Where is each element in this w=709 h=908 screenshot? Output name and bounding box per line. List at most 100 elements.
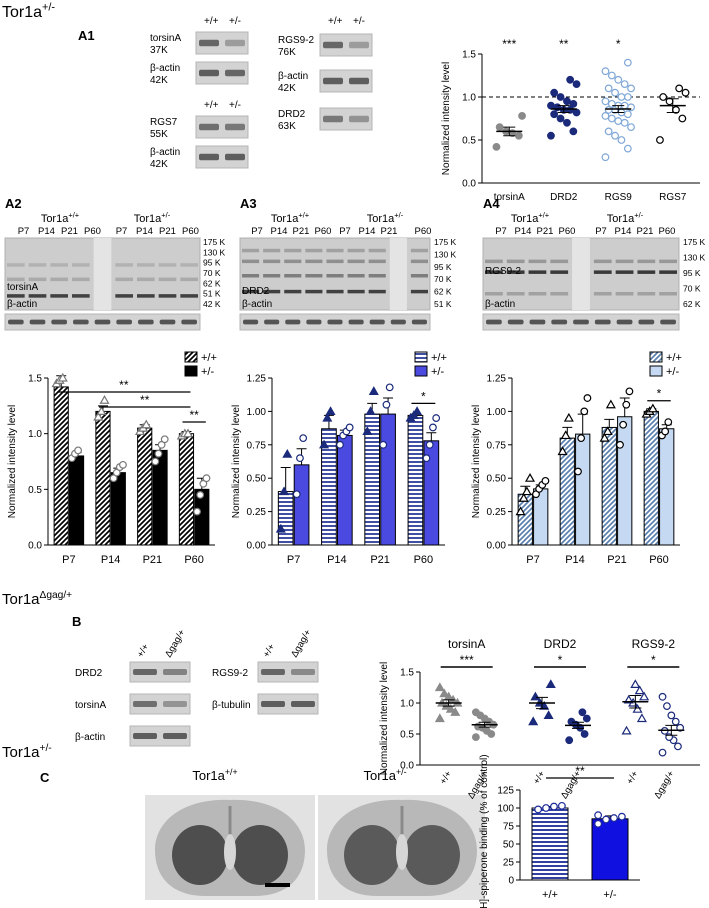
band bbox=[158, 277, 177, 282]
band bbox=[284, 289, 302, 294]
figure-title-text: Tor1a bbox=[2, 4, 42, 21]
data-point bbox=[605, 399, 616, 409]
blot bbox=[195, 145, 249, 169]
section-title-sup: +/- bbox=[40, 743, 52, 754]
data-point bbox=[385, 383, 394, 392]
data-point bbox=[379, 440, 388, 449]
striatum bbox=[172, 825, 228, 885]
band bbox=[659, 270, 677, 274]
marker-lane bbox=[389, 238, 407, 310]
panel-label: A2 bbox=[5, 196, 22, 211]
band bbox=[368, 274, 386, 278]
data-point bbox=[622, 400, 631, 409]
band bbox=[28, 263, 47, 267]
age-label: P60 bbox=[415, 226, 432, 237]
band bbox=[28, 294, 47, 298]
band bbox=[199, 39, 219, 47]
data-point bbox=[569, 99, 578, 108]
data-point bbox=[577, 434, 586, 443]
data-point bbox=[160, 435, 169, 444]
blot bbox=[195, 115, 249, 139]
band bbox=[323, 77, 343, 85]
data-point bbox=[621, 725, 632, 735]
bar bbox=[178, 433, 195, 546]
data-point bbox=[658, 748, 667, 757]
data-point bbox=[99, 395, 110, 404]
y-axis-label: Normalized intensity level bbox=[441, 62, 452, 175]
band bbox=[137, 277, 155, 282]
band bbox=[306, 319, 322, 325]
lane-header: +/- bbox=[353, 16, 365, 27]
genotype-header-sup: +/+ bbox=[68, 211, 79, 220]
sem-bar bbox=[478, 721, 491, 728]
band bbox=[94, 319, 111, 325]
y-axis-label: [3H]-spiperone binding (% of control) bbox=[478, 754, 490, 908]
bar bbox=[336, 434, 353, 546]
data-point bbox=[671, 717, 680, 726]
data-point bbox=[634, 685, 645, 695]
band bbox=[72, 277, 90, 282]
blot-size: 63K bbox=[278, 121, 296, 132]
data-point bbox=[434, 713, 445, 723]
data-point bbox=[614, 117, 623, 125]
image-title-sup: +/+ bbox=[225, 767, 238, 777]
band bbox=[242, 248, 260, 253]
y-tick-label: 0.5 bbox=[462, 136, 476, 147]
data-point bbox=[534, 805, 543, 814]
blot-label: β-actin bbox=[242, 299, 272, 310]
data-point bbox=[422, 454, 431, 463]
band bbox=[242, 274, 260, 278]
panel-label: A4 bbox=[483, 196, 500, 211]
data-point bbox=[623, 144, 632, 153]
significance: * bbox=[657, 387, 662, 401]
x-tick-label: P60 bbox=[649, 554, 669, 566]
blot-size: 37K bbox=[150, 45, 168, 56]
band bbox=[28, 277, 47, 282]
panel-label: C bbox=[40, 770, 50, 785]
data-point bbox=[492, 142, 501, 151]
section-title: Tor1a+/- bbox=[2, 743, 52, 761]
data-point bbox=[362, 426, 373, 436]
band bbox=[368, 259, 386, 264]
band bbox=[326, 259, 344, 264]
legend-label: +/- bbox=[201, 366, 214, 378]
blot-size: 42K bbox=[150, 159, 168, 170]
band bbox=[485, 259, 503, 264]
size-marker: 175 K bbox=[203, 237, 226, 247]
data-point bbox=[566, 75, 575, 84]
data-point bbox=[543, 710, 554, 719]
data-point bbox=[299, 434, 308, 443]
band bbox=[410, 259, 428, 264]
age-label: P60 bbox=[182, 226, 199, 237]
data-point bbox=[627, 123, 635, 131]
bar bbox=[277, 491, 294, 546]
band bbox=[349, 77, 369, 85]
band bbox=[349, 115, 369, 123]
band bbox=[323, 41, 343, 49]
data-point bbox=[545, 679, 556, 688]
x-tick-label: +/+ bbox=[531, 769, 548, 787]
genotype-header-sup: +/- bbox=[161, 211, 170, 220]
image-title: Tor1a+/- bbox=[363, 767, 406, 783]
size-marker: 62 K bbox=[203, 278, 221, 288]
image-title: Tor1a+/+ bbox=[192, 767, 237, 783]
band bbox=[506, 259, 525, 264]
data-point bbox=[675, 84, 684, 93]
data-point bbox=[623, 58, 632, 67]
data-point bbox=[658, 692, 667, 701]
sem-bar bbox=[503, 126, 516, 137]
lane-header: Δgag/+ bbox=[163, 627, 188, 659]
band bbox=[163, 733, 187, 739]
data-point bbox=[627, 84, 635, 93]
band bbox=[180, 277, 198, 282]
genotype-header-sup: +/- bbox=[634, 211, 643, 220]
band bbox=[410, 289, 428, 294]
band bbox=[7, 277, 25, 282]
y-tick-label: 1.00 bbox=[247, 407, 267, 418]
significance: ** bbox=[575, 764, 585, 778]
blot-label: β-actin bbox=[150, 147, 180, 158]
panel-label: B bbox=[72, 614, 81, 629]
data-point bbox=[560, 430, 571, 440]
size-marker: 130 K bbox=[683, 253, 706, 263]
